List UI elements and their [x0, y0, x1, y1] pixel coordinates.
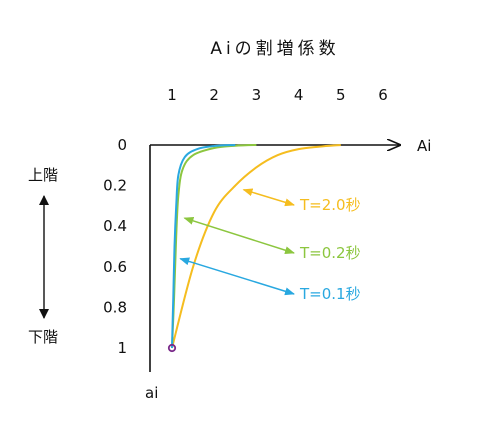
annotation-arrow	[242, 188, 295, 207]
y-tick-label: 0.8	[103, 298, 127, 316]
y-tick-label: 0.2	[103, 177, 127, 195]
x-tick-labels: 1 2 3 4 5 6	[167, 86, 388, 104]
annotation-arrow	[183, 217, 295, 255]
annotation-label: T=0.2秒	[299, 244, 361, 262]
annotation-label: T=0.1秒	[299, 285, 361, 303]
x-tick-label: 2	[209, 86, 219, 104]
lower-floor-label: 下階	[28, 328, 58, 346]
chart-title: Aiの割増係数	[210, 39, 339, 59]
upper-floor-label: 上階	[28, 166, 58, 184]
x-tick-label: 3	[252, 86, 262, 104]
origin-point	[167, 343, 177, 353]
annotation-label: T=2.0秒	[299, 196, 361, 214]
annotation-arrow	[179, 257, 295, 296]
y-axis-label: ai	[145, 384, 158, 402]
y-tick-label: 0	[117, 136, 127, 154]
curve-annotations: T=2.0秒 T=0.2秒 T=0.1秒	[179, 188, 361, 303]
x-tick-label: 1	[167, 86, 177, 104]
y-tick-label: 0.4	[103, 217, 127, 235]
x-tick-label: 5	[336, 86, 346, 104]
series-line	[171, 144, 236, 349]
y-tick-label: 0.6	[103, 258, 127, 276]
series-line	[171, 144, 257, 349]
x-tick-label: 6	[378, 86, 388, 104]
x-tick-label: 4	[294, 86, 304, 104]
y-tick-label: 1	[117, 339, 127, 357]
x-axis-label: Ai	[417, 137, 431, 155]
y-tick-labels: 0 0.2 0.4 0.6 0.8 1	[103, 136, 127, 357]
